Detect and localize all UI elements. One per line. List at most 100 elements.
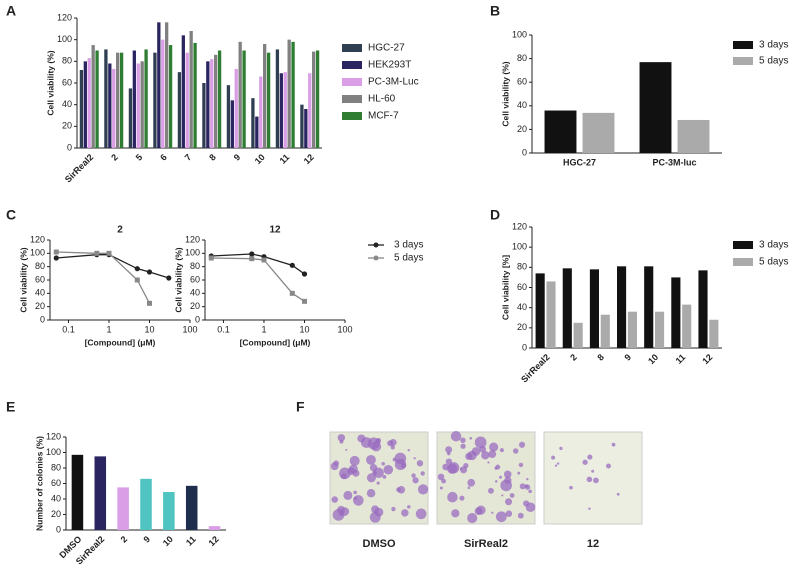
legend-label: HL-60: [368, 94, 396, 105]
bar: [275, 49, 280, 148]
legend-label: 5 days: [759, 56, 788, 67]
bar: [217, 50, 222, 148]
bar: [582, 112, 615, 153]
y-tick-label: 60: [62, 77, 72, 87]
colony-dot: [587, 454, 593, 460]
colony-dot: [551, 455, 556, 460]
colony-dot: [394, 458, 407, 471]
bar: [304, 109, 308, 148]
x-tick-label: 11: [278, 152, 292, 166]
colony-dot: [387, 440, 394, 447]
colony-dot: [487, 487, 494, 494]
legend-marker: [373, 242, 379, 248]
point: [249, 251, 255, 257]
panel-label: D: [490, 207, 500, 223]
colony-dot: [357, 434, 366, 443]
y-tick-label: 40: [35, 288, 45, 298]
colony-dot: [481, 451, 490, 460]
colony-dot: [524, 484, 529, 488]
colony-dot: [382, 475, 387, 479]
colony-image: [436, 431, 536, 525]
colony-dot: [509, 493, 515, 498]
colony-dot: [463, 463, 469, 469]
bar: [140, 478, 152, 530]
colony-dot: [369, 511, 381, 523]
y-tick-label: 100: [30, 248, 45, 258]
bar: [255, 116, 259, 148]
colony-dot: [417, 484, 429, 495]
bar: [117, 487, 129, 530]
colony-dot: [337, 434, 346, 442]
panel-label: B: [490, 3, 500, 19]
x-tick-label: 11: [674, 352, 688, 366]
bar: [617, 266, 627, 348]
point: [53, 249, 59, 255]
legend-swatch: [342, 112, 362, 120]
colony-dot: [407, 505, 411, 509]
colony-dot: [605, 463, 611, 469]
bar: [108, 63, 112, 148]
legend-label: 3 days: [759, 40, 788, 51]
bar: [308, 73, 312, 148]
y-tick-label: 80: [190, 261, 200, 271]
point: [146, 300, 152, 306]
bar: [157, 22, 161, 148]
colony-dot: [407, 448, 410, 452]
bar: [185, 52, 189, 148]
point: [289, 262, 295, 268]
colony-dot: [349, 455, 360, 466]
colony-dot: [526, 478, 529, 481]
colony-dot: [495, 511, 507, 523]
bar: [185, 485, 198, 530]
y-tick-label: 100: [46, 447, 61, 457]
x-tick-label: 9: [141, 534, 152, 545]
bar: [709, 319, 719, 348]
bar: [71, 454, 84, 530]
colony-dot: [616, 492, 620, 496]
x-tick-label: 9: [622, 352, 633, 363]
legend-label: 3 days: [759, 240, 788, 251]
bar: [230, 100, 234, 148]
bar: [627, 311, 637, 348]
point: [301, 298, 307, 304]
y-tick-label: 60: [517, 282, 527, 292]
point: [249, 256, 255, 262]
colony-dot: [439, 486, 443, 490]
bar: [112, 68, 116, 148]
bar: [677, 119, 710, 153]
y-tick-label: 0: [522, 147, 527, 157]
y-tick-label: 100: [185, 248, 200, 258]
colony-dot: [383, 464, 394, 475]
colony-dot: [460, 437, 466, 444]
panel-label: C: [6, 207, 16, 223]
point: [134, 266, 140, 272]
colony-dot: [469, 437, 473, 440]
colony-dot: [420, 471, 425, 476]
colony-dot: [505, 498, 513, 506]
y-axis-label: Cell viability (%): [173, 247, 183, 312]
bar: [181, 35, 185, 149]
colony-dot: [559, 446, 563, 451]
bar: [202, 83, 206, 148]
x-tick-label: 2: [109, 152, 120, 163]
y-tick-label: 0: [522, 342, 527, 352]
bar: [144, 49, 148, 148]
bar: [140, 61, 144, 149]
y-axis-label: Cell viability (%): [500, 61, 510, 126]
colony-dot: [369, 463, 378, 472]
bar: [283, 72, 287, 148]
bar: [226, 85, 231, 148]
colony-dot: [495, 464, 501, 470]
bar: [291, 41, 295, 149]
legend-swatch: [733, 41, 753, 49]
y-tick-label: 100: [512, 29, 527, 39]
point: [146, 269, 153, 275]
x-axis-label: [Compound] (μM): [240, 337, 311, 347]
colony-dot: [415, 508, 427, 520]
colony-dot: [340, 507, 350, 516]
point: [106, 250, 112, 256]
colony-dot: [554, 464, 558, 467]
point: [53, 255, 59, 261]
legend-swatch: [733, 258, 753, 266]
x-tick-label: 10: [161, 534, 175, 548]
